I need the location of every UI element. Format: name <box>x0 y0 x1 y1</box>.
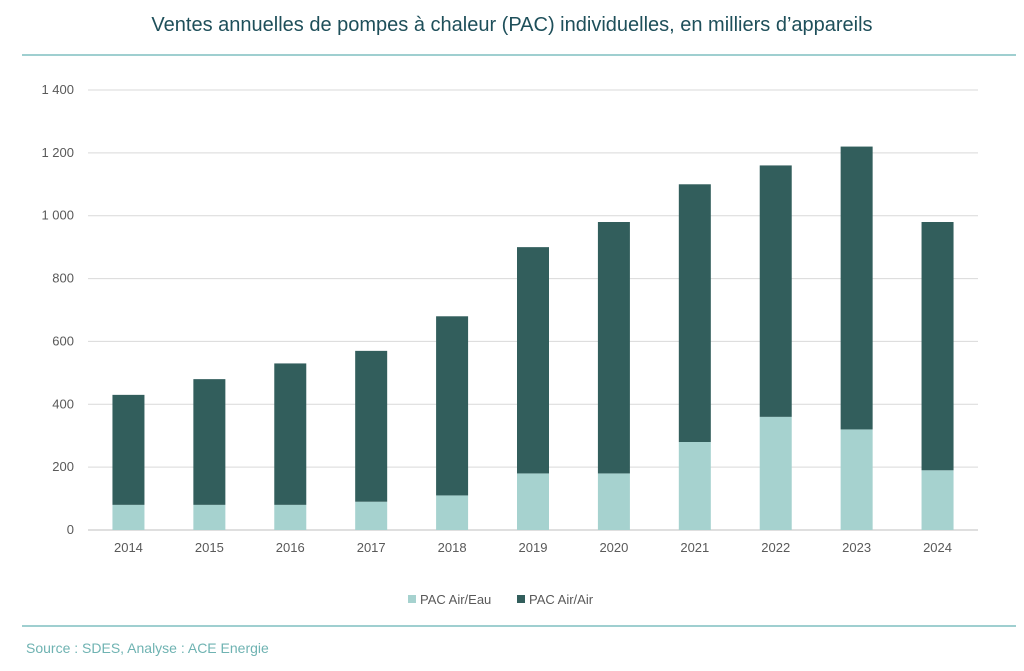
footer-divider <box>22 625 1016 627</box>
x-tick-label: 2017 <box>357 540 386 555</box>
x-tick-label: 2023 <box>842 540 871 555</box>
bar-air-air <box>274 363 307 505</box>
x-tick-label: 2022 <box>761 540 790 555</box>
x-tick-label: 2019 <box>519 540 548 555</box>
x-tick-label: 2014 <box>114 540 143 555</box>
y-tick-label: 600 <box>52 333 74 348</box>
x-tick-label: 2020 <box>599 540 628 555</box>
bar-air-air <box>759 165 792 417</box>
legend: PAC Air/Eau PAC Air/Air <box>408 592 594 607</box>
legend-label: PAC Air/Air <box>529 592 594 607</box>
bar-air-air <box>355 350 388 502</box>
legend-label: PAC Air/Eau <box>420 592 491 607</box>
bar-air-eau <box>597 473 630 530</box>
x-axis-ticks: 2014 2015 2016 2017 2018 2019 2020 2021 2022 2023… <box>114 540 952 555</box>
y-tick-label: 200 <box>52 459 74 474</box>
bar-air-eau <box>355 501 388 530</box>
bar-air-eau <box>759 416 792 530</box>
legend-swatch <box>408 595 416 603</box>
bar-air-air <box>193 379 226 505</box>
bar-air-air <box>840 146 873 430</box>
y-tick-label: 0 <box>67 522 74 537</box>
bar-air-eau <box>193 504 226 530</box>
y-tick-label: 1 000 <box>41 208 74 223</box>
x-tick-label: 2024 <box>923 540 952 555</box>
x-tick-label: 2018 <box>438 540 467 555</box>
x-tick-label: 2021 <box>680 540 709 555</box>
bar-air-eau <box>517 473 549 530</box>
bar-air-eau <box>274 504 307 530</box>
y-tick-label: 800 <box>52 271 74 286</box>
bar-air-air <box>517 247 549 474</box>
bar-air-air <box>597 222 630 474</box>
chart-title: Ventes annuelles de pompes à chaleur (PA… <box>151 14 873 36</box>
legend-swatch <box>517 595 525 603</box>
x-tick-label: 2016 <box>276 540 305 555</box>
bar-air-air <box>436 316 469 496</box>
bars <box>112 146 954 530</box>
bar-air-air <box>921 222 954 471</box>
bar-air-eau <box>678 442 711 530</box>
x-tick-label: 2015 <box>195 540 224 555</box>
y-tick-label: 1 400 <box>41 82 74 97</box>
source-note: Source : SDES, Analyse : ACE Energie <box>26 640 269 656</box>
y-tick-label: 1 200 <box>41 145 74 160</box>
title-divider <box>22 54 1016 56</box>
bar-air-eau <box>436 495 469 530</box>
y-axis-ticks: 0 200 400 600 800 1 000 1 200 1 400 <box>41 82 74 537</box>
bar-air-eau <box>112 504 145 530</box>
bar-air-eau <box>840 429 873 530</box>
bar-air-air <box>112 394 145 505</box>
bar-air-air <box>678 184 711 443</box>
y-tick-label: 400 <box>52 396 74 411</box>
bar-air-eau <box>921 470 954 530</box>
